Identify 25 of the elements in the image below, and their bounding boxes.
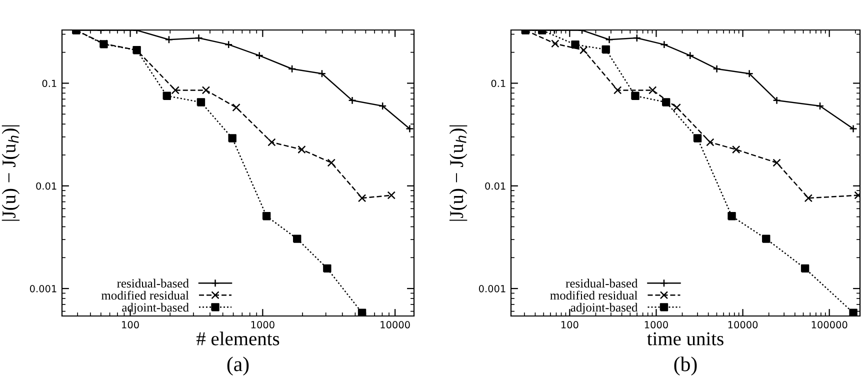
x-tick-label: 1000: [251, 321, 274, 328]
x-tick-label: 10000: [728, 321, 758, 328]
x-axis-title: time units: [647, 332, 724, 346]
text: (a): [227, 356, 249, 376]
y-tick-label: 0.01: [485, 182, 506, 190]
x-tick-label: 100: [122, 321, 139, 328]
legend-label: modified residual: [101, 290, 189, 300]
y-axis-title: |J(u) − J(u$_{h}$)|: [2, 125, 20, 221]
x-tick-label: 1000: [644, 321, 668, 328]
y-axis-title: |J(u) − J(u$_{h}$)|: [449, 125, 468, 221]
y-tick-label: 0.1: [491, 80, 506, 88]
legend-label: adjoint-based: [570, 302, 638, 314]
legend-label: modified residual: [550, 290, 638, 300]
legend-label: residual-based: [566, 278, 638, 288]
x-tick-label: 100: [561, 321, 578, 328]
x-tick-label: 100000: [812, 321, 848, 328]
y-tick-label: 0.01: [36, 182, 56, 190]
x-tick-label: 10000: [380, 321, 410, 328]
y-tick-label: 0.001: [478, 285, 506, 292]
legend-label: adjoint-based: [122, 302, 189, 314]
legend-label: residual-based: [117, 278, 189, 288]
text: (b): [674, 356, 697, 376]
y-tick-label: 0.1: [42, 80, 56, 88]
x-axis-title: # elements: [196, 332, 280, 346]
y-tick-label: 0.001: [30, 285, 56, 292]
